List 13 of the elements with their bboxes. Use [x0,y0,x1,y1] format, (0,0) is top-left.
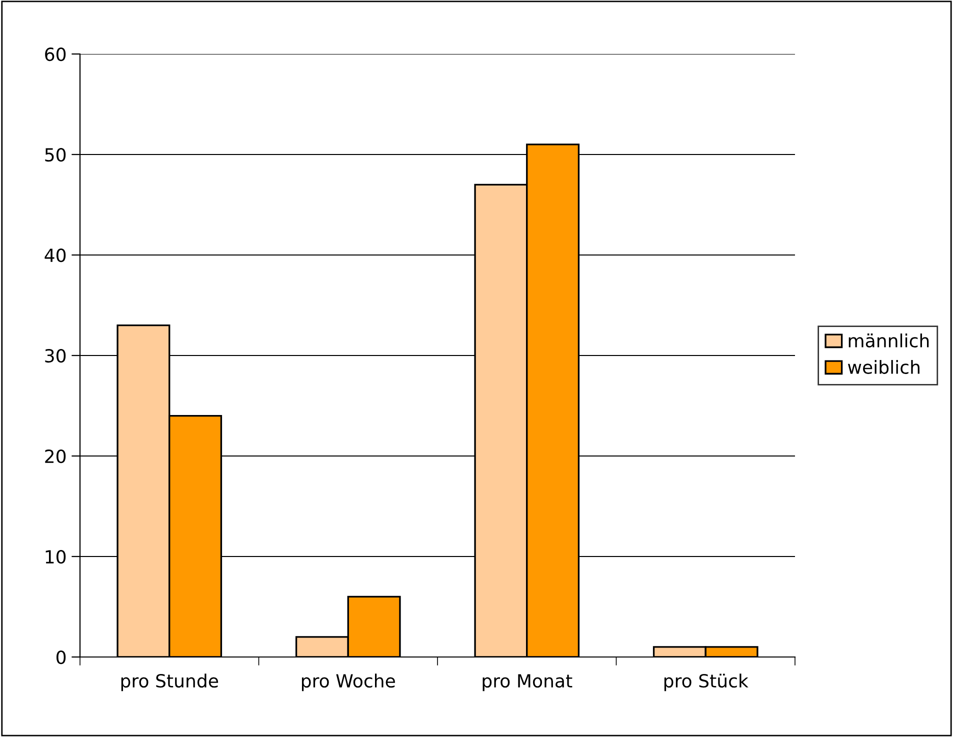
y-tick-label: 20 [45,449,66,464]
x-tick-label: pro Stunde [121,674,218,692]
y-tick-label: 0 [56,650,66,664]
y-tick-label: 30 [45,348,66,363]
x-tick-label: pro Stück [664,674,748,692]
x-tick-label: pro Woche [302,674,395,692]
legend-label: männlich [848,334,929,348]
legend-label: weiblich [848,360,920,374]
y-tick-label: 50 [45,148,66,162]
y-tick-label: 60 [45,47,66,62]
y-tick-label: 10 [46,550,66,564]
x-tick-label: pro Monat [482,674,572,692]
y-tick-label: 40 [44,248,66,262]
